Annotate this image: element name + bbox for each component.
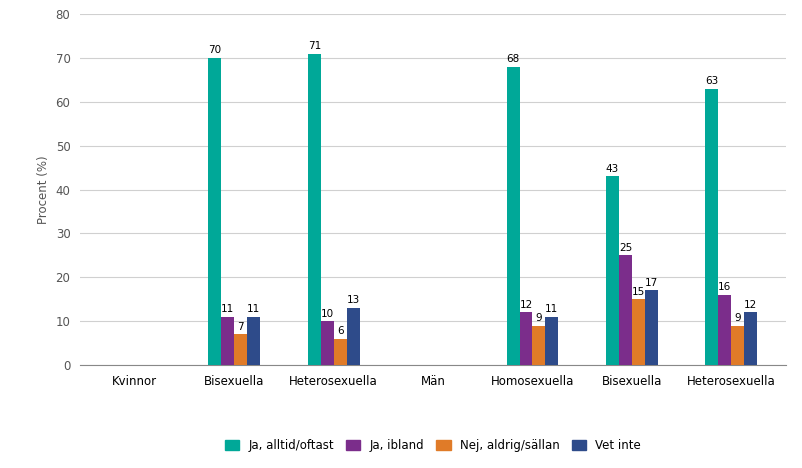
Bar xyxy=(507,66,520,365)
Bar xyxy=(346,308,359,365)
Text: 12: 12 xyxy=(744,300,757,310)
Bar xyxy=(731,326,744,365)
Bar xyxy=(234,334,247,365)
Bar xyxy=(545,317,558,365)
Text: 9: 9 xyxy=(536,313,542,323)
Text: 68: 68 xyxy=(507,54,520,64)
Text: 6: 6 xyxy=(337,326,343,336)
Bar xyxy=(334,339,346,365)
Text: 43: 43 xyxy=(606,164,619,174)
Text: 10: 10 xyxy=(321,308,334,319)
Text: 16: 16 xyxy=(719,282,731,292)
Text: 17: 17 xyxy=(645,278,658,288)
Bar xyxy=(533,326,545,365)
Bar xyxy=(719,295,731,365)
Bar xyxy=(209,58,221,365)
Legend: Ja, alltid/oftast, Ja, ibland, Nej, aldrig/sällan, Vet inte: Ja, alltid/oftast, Ja, ibland, Nej, aldr… xyxy=(221,434,646,457)
Bar xyxy=(645,291,658,365)
Bar xyxy=(321,321,334,365)
Y-axis label: Procent (%): Procent (%) xyxy=(37,155,50,224)
Text: 11: 11 xyxy=(247,304,261,314)
Text: 9: 9 xyxy=(735,313,741,323)
Text: 25: 25 xyxy=(619,243,632,253)
Text: 11: 11 xyxy=(221,304,234,314)
Text: 63: 63 xyxy=(705,76,719,86)
Bar xyxy=(221,317,234,365)
Bar xyxy=(606,176,619,365)
Bar xyxy=(744,313,757,365)
Bar xyxy=(520,313,533,365)
Bar xyxy=(308,53,321,365)
Text: 15: 15 xyxy=(632,286,645,297)
Text: 71: 71 xyxy=(308,41,321,51)
Bar xyxy=(247,317,260,365)
Text: 7: 7 xyxy=(237,322,244,332)
Bar xyxy=(706,88,719,365)
Text: 11: 11 xyxy=(545,304,558,314)
Bar xyxy=(632,299,645,365)
Bar xyxy=(619,256,632,365)
Text: 13: 13 xyxy=(346,295,359,305)
Text: 70: 70 xyxy=(209,45,221,55)
Text: 12: 12 xyxy=(520,300,533,310)
